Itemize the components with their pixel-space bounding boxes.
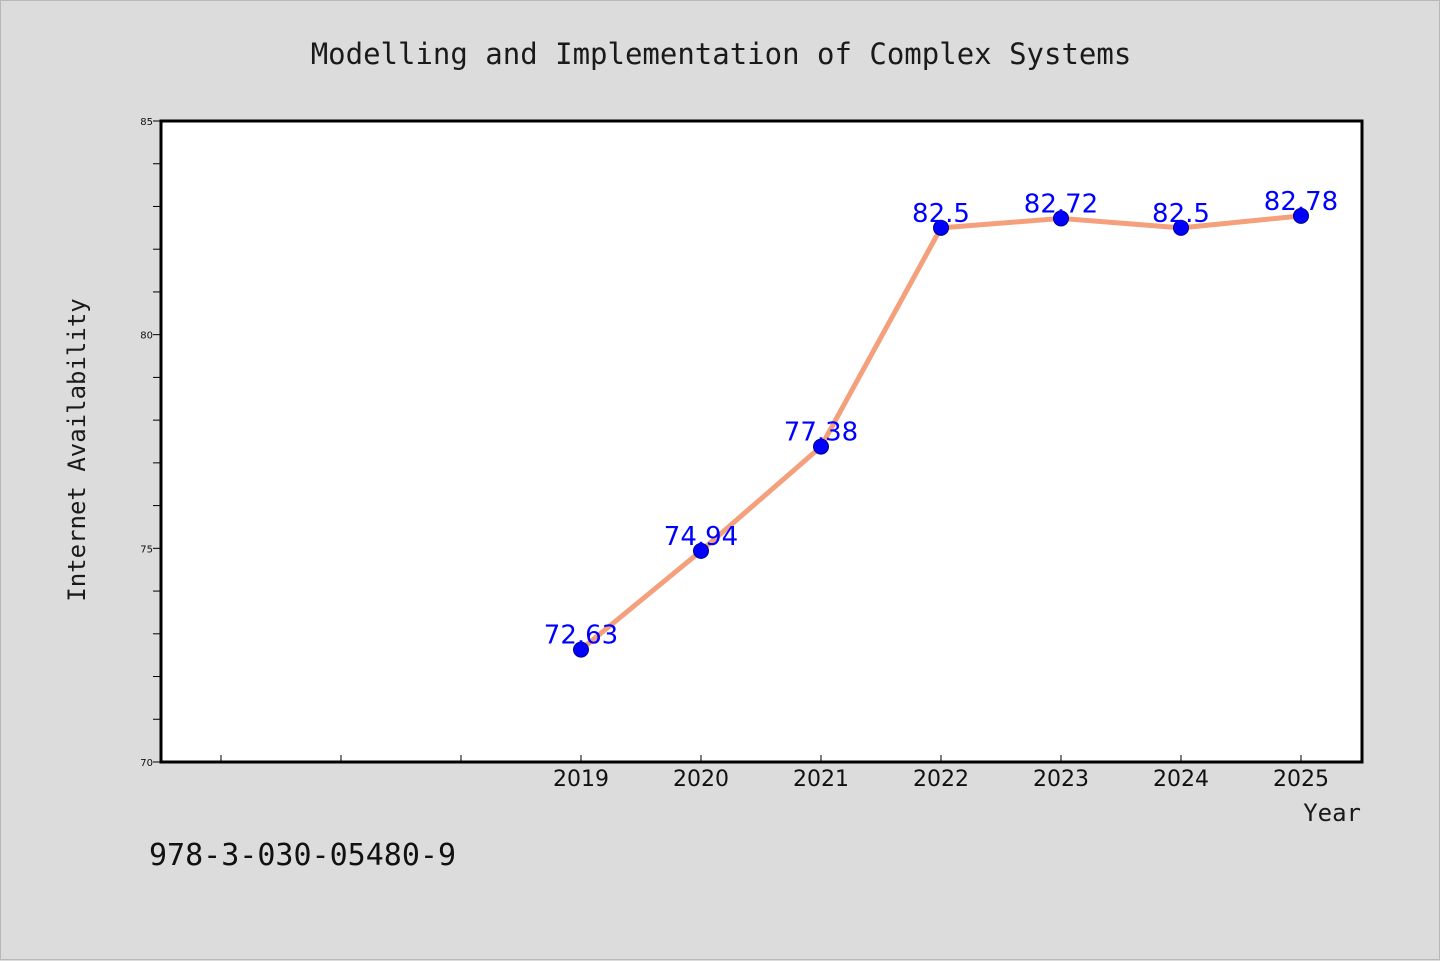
- data-label: 74.94: [664, 522, 738, 552]
- data-label: 82.5: [1152, 199, 1210, 229]
- y-tick-label: 80: [140, 331, 153, 342]
- x-tick-label: 2025: [1273, 767, 1329, 792]
- data-point: [693, 542, 709, 559]
- x-axis: 2019 2020 2021 2022 2023 2024 2025: [220, 755, 1329, 792]
- x-tick-label: 2021: [793, 767, 849, 792]
- data-label: 77.38: [784, 418, 858, 448]
- x-tick-label: 2019: [553, 767, 609, 792]
- data-point: [1053, 210, 1069, 227]
- isbn-label: 978-3-030-05480-9: [149, 838, 456, 873]
- x-tick-label: 2020: [673, 767, 729, 792]
- x-tick-label: 2024: [1153, 767, 1209, 792]
- data-point: [933, 219, 949, 236]
- series-line-group: 72.63 74.94 77.38 82.5 82.72 82.5 82.78: [544, 187, 1338, 658]
- x-tick-label: 2022: [913, 767, 969, 792]
- data-label: 82.5: [912, 199, 970, 229]
- chart-title: Modelling and Implementation of Complex …: [311, 37, 1132, 71]
- data-label: 72.63: [544, 621, 618, 651]
- data-point: [1293, 207, 1309, 224]
- y-tick-label: 75: [140, 544, 153, 555]
- data-point: [1173, 219, 1189, 236]
- y-axis: 70 75 80 85: [140, 117, 161, 769]
- data-point: [813, 438, 829, 455]
- data-point: [573, 641, 589, 658]
- y-tick-label: 85: [140, 117, 153, 128]
- data-label: 82.72: [1024, 189, 1098, 219]
- x-tick-label: 2023: [1033, 767, 1089, 792]
- y-tick-label: 70: [140, 758, 153, 769]
- data-label: 82.78: [1264, 187, 1338, 217]
- y-axis-title: Internet Availability: [63, 298, 91, 601]
- x-axis-title: Year: [1303, 799, 1361, 827]
